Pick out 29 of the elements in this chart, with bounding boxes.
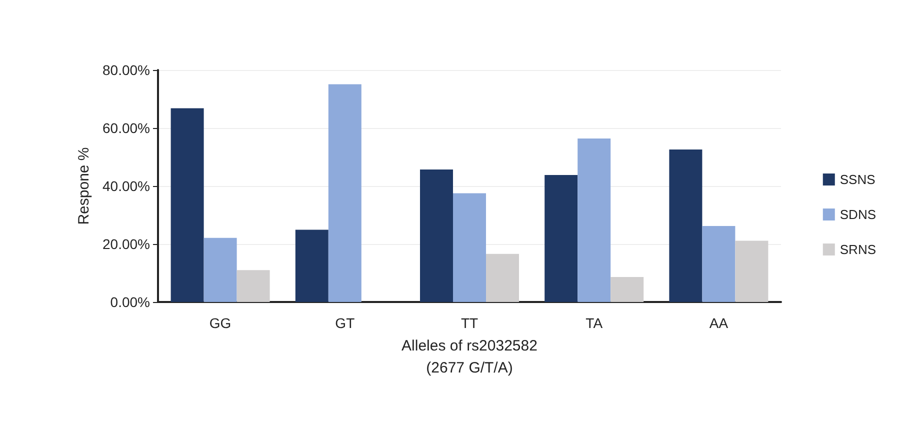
- x-tick-label: TT: [460, 315, 478, 331]
- bar: [486, 254, 519, 302]
- legend-label: SDNS: [840, 207, 876, 222]
- bar: [735, 240, 768, 302]
- bar: [669, 149, 702, 302]
- bar: [170, 108, 204, 302]
- y-tick-label: 0.00%: [110, 294, 150, 310]
- x-tick-label: GG: [209, 315, 232, 331]
- y-tick-label: 80.00%: [102, 62, 150, 78]
- bar: [578, 138, 611, 302]
- legend-label: SRNS: [840, 242, 876, 257]
- y-tick-label: 40.00%: [102, 178, 150, 194]
- y-tick-label: 20.00%: [102, 236, 150, 252]
- bar: [420, 169, 453, 302]
- y-axis-title: Respone %: [76, 147, 93, 225]
- y-tick-label: 60.00%: [102, 120, 150, 136]
- bar: [328, 84, 362, 302]
- x-tick-label: GT: [335, 315, 356, 331]
- x-tick-label: AA: [709, 315, 729, 331]
- bar: [702, 226, 736, 302]
- x-tick-label: TA: [586, 315, 604, 331]
- x-axis-title: Alleles of rs2032582 (2677 G/T/A): [402, 337, 538, 376]
- bar: [544, 174, 578, 302]
- bar: [295, 230, 328, 302]
- bar: [610, 277, 644, 302]
- bar: [236, 270, 270, 302]
- bar: [453, 193, 486, 302]
- bar: [204, 238, 237, 302]
- legend-label: SSNS: [840, 172, 876, 187]
